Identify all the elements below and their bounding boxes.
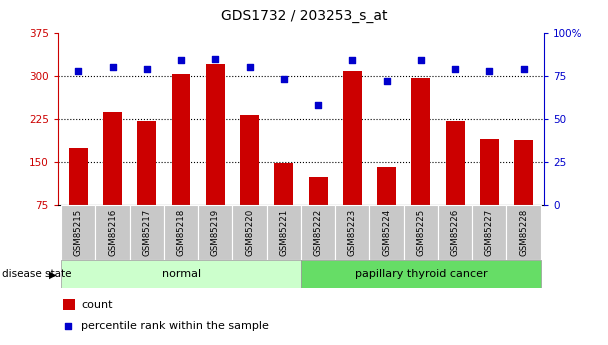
Bar <box>63 299 75 310</box>
Text: GSM85224: GSM85224 <box>382 209 391 256</box>
Point <box>210 56 220 61</box>
Point <box>382 78 392 84</box>
Bar <box>404 205 438 260</box>
Bar <box>171 74 190 205</box>
Text: GSM85225: GSM85225 <box>416 209 426 256</box>
Text: normal: normal <box>162 269 201 279</box>
Bar <box>103 111 122 205</box>
Bar <box>370 205 404 260</box>
Point <box>176 58 186 63</box>
Point <box>142 66 151 72</box>
Text: GSM85226: GSM85226 <box>451 209 460 256</box>
Bar <box>130 205 164 260</box>
Text: GSM85222: GSM85222 <box>314 209 323 256</box>
Text: ▶: ▶ <box>49 269 57 279</box>
Bar <box>343 71 362 205</box>
Text: GSM85215: GSM85215 <box>74 209 83 256</box>
Bar <box>412 78 430 205</box>
Text: GSM85218: GSM85218 <box>176 209 185 256</box>
Text: GSM85228: GSM85228 <box>519 209 528 256</box>
Text: GDS1732 / 203253_s_at: GDS1732 / 203253_s_at <box>221 9 387 23</box>
Point <box>451 66 460 72</box>
Bar <box>69 148 88 205</box>
Point <box>108 65 117 70</box>
Bar <box>309 177 328 205</box>
Bar <box>164 205 198 260</box>
Text: percentile rank within the sample: percentile rank within the sample <box>81 321 269 331</box>
Bar <box>506 205 541 260</box>
Bar <box>267 205 301 260</box>
Text: GSM85216: GSM85216 <box>108 209 117 256</box>
Bar <box>301 205 335 260</box>
Point <box>485 68 494 73</box>
Point <box>74 68 83 73</box>
Text: disease state: disease state <box>2 269 71 279</box>
Bar <box>274 163 293 205</box>
Text: GSM85220: GSM85220 <box>245 209 254 256</box>
Text: GSM85227: GSM85227 <box>485 209 494 256</box>
Point <box>244 65 254 70</box>
Point <box>279 77 289 82</box>
Bar <box>301 260 541 288</box>
Text: papillary thyroid cancer: papillary thyroid cancer <box>354 269 487 279</box>
Bar <box>232 205 267 260</box>
Bar <box>472 205 506 260</box>
Text: count: count <box>81 300 112 310</box>
Bar <box>335 205 370 260</box>
Text: GSM85221: GSM85221 <box>279 209 288 256</box>
Bar <box>137 121 156 205</box>
Bar <box>61 205 95 260</box>
Bar <box>438 205 472 260</box>
Bar <box>206 65 225 205</box>
Text: GSM85223: GSM85223 <box>348 209 357 256</box>
Point <box>64 323 74 328</box>
Text: GSM85217: GSM85217 <box>142 209 151 256</box>
Bar <box>480 139 499 205</box>
Point <box>348 58 358 63</box>
Point <box>313 102 323 108</box>
Point <box>519 66 528 72</box>
Bar <box>198 205 232 260</box>
Bar <box>61 260 301 288</box>
Text: GSM85219: GSM85219 <box>211 209 220 256</box>
Bar <box>446 121 465 205</box>
Point <box>416 58 426 63</box>
Bar <box>514 140 533 205</box>
Bar <box>377 167 396 205</box>
Bar <box>240 115 259 205</box>
Bar <box>95 205 130 260</box>
